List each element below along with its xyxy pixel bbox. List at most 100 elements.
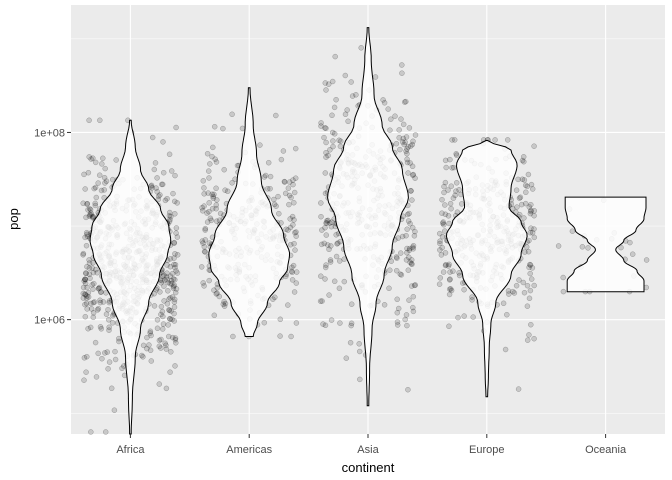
data-point (398, 116, 404, 122)
data-point (531, 208, 538, 214)
data-point (166, 209, 173, 216)
data-point (90, 314, 97, 321)
data-point (202, 227, 208, 233)
data-point (275, 193, 281, 200)
data-point (523, 189, 529, 196)
data-point (293, 233, 299, 239)
data-point (156, 337, 163, 344)
data-point (285, 185, 292, 191)
data-point (521, 289, 528, 296)
data-point (515, 386, 522, 392)
data-point (292, 229, 298, 236)
data-point (149, 185, 155, 191)
data-point (155, 193, 162, 199)
data-point (438, 252, 445, 258)
data-point (287, 216, 293, 222)
data-point (165, 322, 171, 328)
x-tick-label: Oceania (585, 444, 627, 456)
data-point (524, 303, 531, 309)
data-point (330, 138, 336, 144)
data-point (161, 272, 167, 279)
data-point (162, 340, 168, 347)
data-point (163, 342, 169, 349)
data-point (209, 205, 216, 212)
data-point (329, 129, 336, 136)
data-point (217, 210, 224, 217)
data-point (213, 185, 219, 192)
data-point (82, 276, 88, 283)
data-point (446, 261, 452, 268)
data-point (103, 290, 109, 296)
data-point (168, 349, 174, 355)
data-point (442, 262, 449, 269)
data-point (380, 97, 386, 103)
data-point (404, 150, 410, 157)
data-point (174, 200, 180, 206)
data-point (201, 191, 207, 197)
data-point (441, 189, 447, 196)
data-point (504, 311, 510, 318)
data-point (285, 227, 291, 233)
data-point (90, 299, 97, 306)
data-point (348, 301, 355, 307)
data-point (86, 213, 93, 219)
data-point (446, 220, 452, 227)
data-point (393, 140, 400, 147)
data-point (95, 350, 101, 357)
data-point (525, 248, 532, 255)
data-point (405, 386, 411, 393)
data-point (83, 369, 89, 375)
data-point (91, 299, 98, 305)
data-point (213, 291, 220, 297)
data-point (531, 212, 537, 219)
data-point (165, 279, 171, 286)
data-point (510, 288, 516, 295)
data-point (86, 265, 93, 271)
data-point (97, 297, 103, 304)
data-point (167, 273, 174, 279)
data-point (108, 385, 115, 392)
data-point (439, 233, 446, 240)
data-point (322, 170, 329, 176)
data-point (404, 156, 410, 163)
data-point (262, 172, 269, 179)
data-point (161, 298, 167, 304)
data-point (437, 240, 443, 247)
data-point (153, 185, 159, 191)
data-point (330, 143, 336, 150)
data-point (358, 45, 364, 51)
data-point (469, 297, 475, 303)
data-point (257, 142, 263, 148)
data-point (410, 172, 416, 178)
data-point (410, 138, 416, 145)
data-point (206, 208, 212, 215)
data-point (163, 274, 170, 280)
y-axis-title: pop (6, 208, 21, 230)
data-point (387, 127, 393, 133)
data-point (627, 239, 633, 246)
data-point (229, 180, 235, 186)
data-point (95, 285, 102, 292)
data-point (82, 270, 89, 276)
data-point (528, 225, 534, 231)
data-point (393, 254, 400, 260)
data-point (211, 123, 218, 130)
x-tick-label: Africa (116, 444, 145, 456)
data-point (397, 250, 404, 256)
data-point (171, 318, 178, 324)
data-point (437, 238, 443, 244)
data-point (555, 243, 562, 249)
data-point (328, 317, 335, 323)
data-point (337, 238, 344, 245)
data-point (160, 273, 166, 279)
data-point (220, 301, 227, 308)
data-point (342, 111, 349, 118)
data-point (502, 346, 509, 353)
data-point (229, 111, 235, 118)
data-point (206, 240, 213, 246)
data-point (321, 240, 328, 247)
data-point (164, 195, 170, 202)
data-point (329, 78, 336, 85)
data-point (202, 237, 209, 243)
violin-americas (208, 87, 290, 337)
